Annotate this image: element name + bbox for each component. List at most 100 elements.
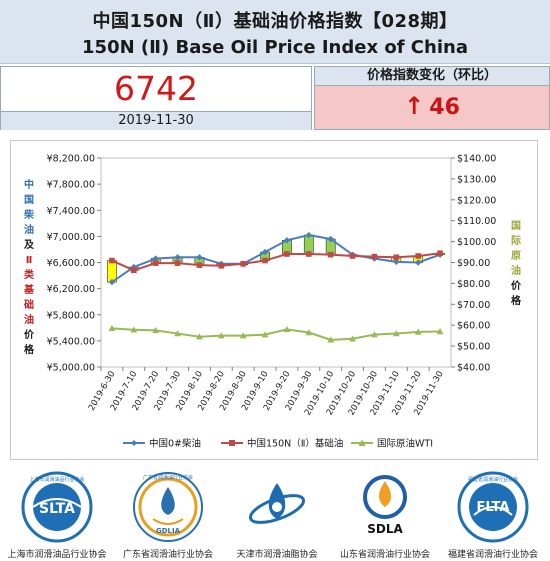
change-value: 46 xyxy=(429,95,460,120)
base-oil-point xyxy=(152,260,159,266)
wti-point xyxy=(283,325,291,333)
left-axis-label-char: 及 xyxy=(24,239,35,251)
base-oil-point xyxy=(284,251,290,257)
base-oil-point xyxy=(415,253,421,259)
left-axis-tick-label: ¥7,400.00 xyxy=(47,206,95,217)
diesel-point xyxy=(283,237,291,244)
tianjin-name: 天津市润滑油脂协会 xyxy=(236,550,318,560)
diesel-point xyxy=(327,235,334,243)
wti-point xyxy=(305,329,313,336)
wti-point xyxy=(261,331,269,338)
tianjin-logo: 天津市润滑油脂协会 xyxy=(222,469,332,561)
diesel-point xyxy=(393,258,400,266)
change-title: 价格指数变化（环比） xyxy=(315,67,549,86)
legend-marker xyxy=(131,440,137,446)
base-oil-point xyxy=(349,253,356,259)
sdla-logo-icon: SDLA xyxy=(363,475,407,536)
wti-point xyxy=(239,332,247,339)
gdlia-logo: GDLIA 广东省润滑油行业协会 广东省润滑油行业协会 xyxy=(113,469,223,561)
right-axis-tick-label: $60.00 xyxy=(457,321,490,332)
change-body: ↑ 46 xyxy=(315,86,549,129)
base-oil-point xyxy=(393,254,400,261)
left-axis-label-char: 中 xyxy=(24,178,34,191)
base-oil-point xyxy=(109,257,115,264)
base-oil-point xyxy=(306,251,312,257)
right-axis-tick-label: $100.00 xyxy=(457,237,496,248)
left-axis-tick-label: ¥7,000.00 xyxy=(47,232,95,243)
chart-svg: ¥5,000.00 ¥5,400.00 ¥5,800.00 ¥6,200.00 ¥6,6… xyxy=(23,154,522,450)
right-axis-label-char: 原 xyxy=(511,250,521,262)
sdla-name: 山东省润滑油行业协会 xyxy=(339,550,430,560)
index-value-panel: 6742 2019-11-30 xyxy=(0,66,312,130)
index-date: 2019-11-30 xyxy=(1,111,311,130)
right-axis-label-char: 国 xyxy=(511,220,521,232)
left-axis-label-char: 国 xyxy=(24,194,34,206)
slta-logo: SLTA 上海市润滑油品行业协会 上海市润滑油品行业协会 xyxy=(2,469,112,561)
left-axis-tick-label: ¥7,800.00 xyxy=(47,180,95,191)
up-arrow-icon: ↑ xyxy=(404,92,425,120)
wti-point xyxy=(152,327,160,334)
right-axis-tick-label: $90.00 xyxy=(457,258,490,269)
right-axis-label-char: 油 xyxy=(511,264,521,277)
diesel-point xyxy=(261,248,269,256)
diesel-point xyxy=(152,255,159,262)
right-axis-tick-label: $110.00 xyxy=(457,216,496,227)
slta-name: 上海市润滑油品行业协会 xyxy=(7,550,107,560)
legend-label: 中国0#柴油 xyxy=(149,438,201,450)
diesel-point xyxy=(108,278,116,286)
gdlia-abbr: GDLIA xyxy=(156,527,181,535)
wti-point xyxy=(130,326,138,333)
left-axis-label-char: 油 xyxy=(24,313,34,326)
base-oil-point xyxy=(262,257,268,264)
left-axis-label-char: 价 xyxy=(24,329,35,341)
left-axis-label-char: Ⅱ xyxy=(26,255,33,266)
base-oil-point xyxy=(371,253,378,260)
left-axis-label-char: 类 xyxy=(24,268,34,281)
right-axis-label-char: 格 xyxy=(511,294,522,307)
left-axis-tick-label: ¥5,400.00 xyxy=(47,336,95,347)
gdlia-ring-text: 广东省润滑油行业协会 xyxy=(143,474,193,481)
gdlia-name: 广东省润滑油行业协会 xyxy=(122,550,213,560)
flta-abbr: FLTA xyxy=(477,500,510,515)
association-logos: SLTA 上海市润滑油品行业协会 上海市润滑油品行业协会 GDLIA 广东省润滑… xyxy=(0,465,550,561)
wti-point xyxy=(414,328,422,335)
base-oil-point xyxy=(196,262,203,268)
left-axis-tick-label: ¥5,000.00 xyxy=(47,363,95,374)
gdlia-logo-icon: GDLIA 广东省润滑油行业协会 xyxy=(133,472,203,542)
tianjin-logo-icon xyxy=(248,483,306,524)
base-oil-series-line xyxy=(111,252,441,272)
base-oil-point xyxy=(174,260,181,266)
diesel-point xyxy=(414,259,422,266)
sdla-logo: SDLA 山东省润滑油行业协会 xyxy=(330,469,440,561)
wti-point xyxy=(436,328,444,335)
index-change-panel: 价格指数变化（环比） ↑ 46 xyxy=(314,66,550,130)
right-axis-label-char: 际 xyxy=(511,235,521,247)
left-axis-label-char: 格 xyxy=(24,343,35,356)
wti-point xyxy=(217,332,225,339)
wti-point xyxy=(327,336,335,343)
legend-label: 中国150N（Ⅱ）基础油 xyxy=(247,438,343,450)
legend-marker xyxy=(358,439,366,446)
base-oil-point xyxy=(437,250,443,257)
index-value: 6742 xyxy=(114,69,198,108)
left-axis-tick-label: ¥6,200.00 xyxy=(47,284,95,295)
right-axis-tick-label: $130.00 xyxy=(457,174,496,185)
right-axis-tick-label: $120.00 xyxy=(457,195,496,206)
legend-marker xyxy=(229,440,235,446)
right-axis-label-char: 价 xyxy=(511,280,522,292)
wti-point xyxy=(392,330,400,337)
left-axis-tick-label: ¥8,200.00 xyxy=(47,154,95,165)
slta-logo-icon: SLTA 上海市润滑油品行业协会 xyxy=(21,471,93,543)
base-oil-point xyxy=(218,262,225,269)
diesel-point xyxy=(305,231,313,239)
title-english: 150N (Ⅱ) Base Oil Price Index of China xyxy=(82,37,468,58)
title-chinese: 中国150N（Ⅱ）基础油价格指数【028期】 xyxy=(92,11,458,32)
right-axis-tick-label: $40.00 xyxy=(457,363,490,374)
flta-logo: FLTA 福建省润滑油行业协会 福建省润滑油行业协会 xyxy=(438,469,548,561)
left-axis-label-char: 础 xyxy=(24,298,34,311)
left-axis-tick-label: ¥5,800.00 xyxy=(47,310,95,321)
slta-abbr: SLTA xyxy=(39,501,75,517)
right-axis-tick-label: $70.00 xyxy=(457,300,490,311)
flta-ring-text: 福建省润滑油行业协会 xyxy=(468,476,518,483)
diesel-point xyxy=(196,254,203,261)
